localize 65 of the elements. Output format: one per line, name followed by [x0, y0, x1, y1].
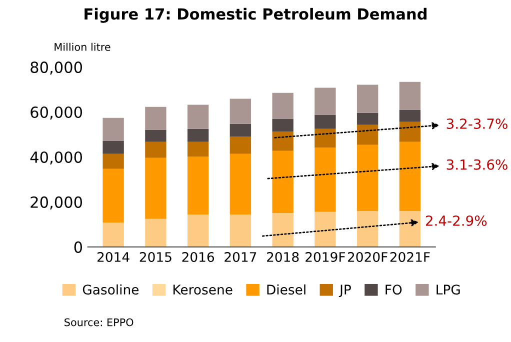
bar [102, 154, 124, 169]
bar [399, 82, 421, 110]
bar [356, 124, 378, 145]
bar [187, 104, 209, 129]
bar [230, 98, 252, 124]
bar [102, 118, 124, 141]
x-tick-label: 2015 [140, 252, 172, 262]
bar [356, 112, 378, 125]
bar [145, 142, 166, 158]
text: 3.2-3.7% [446, 118, 508, 129]
bar [314, 148, 336, 212]
bar [272, 92, 294, 119]
x-tick-label: 2017 [224, 252, 256, 262]
bar [102, 140, 124, 154]
x-tick-label: 2020F [348, 252, 388, 262]
source-note: Source: EPPO [64, 318, 134, 326]
legend-label: Kerosene [174, 284, 232, 295]
y-tick-label: 80,000 [30, 61, 82, 75]
bar [187, 214, 209, 247]
text: 3.1-3.6% [446, 159, 508, 170]
bar [230, 136, 252, 154]
bar [356, 84, 378, 113]
bar [356, 144, 378, 211]
bar [399, 122, 421, 142]
bar [102, 222, 124, 247]
x-tick-label: 2019F [306, 252, 346, 262]
bar [272, 132, 294, 151]
bar [230, 124, 252, 137]
bar [145, 130, 166, 142]
bar [187, 156, 209, 215]
legend-label: FO [386, 284, 402, 295]
bar [272, 150, 294, 213]
bar [102, 168, 124, 223]
bar [314, 114, 336, 129]
bar [356, 210, 378, 247]
y-tick-label: 20,000 [30, 196, 82, 210]
bar [399, 110, 421, 122]
y-axis-title: Million litre [54, 42, 110, 51]
bar [145, 218, 166, 247]
bar [230, 154, 252, 215]
legend-label: LPG [436, 284, 460, 295]
bar [187, 128, 209, 142]
legend-label: Gasoline [82, 284, 139, 295]
bar [399, 210, 421, 247]
legend-label: Diesel [267, 284, 306, 295]
x-tick-label: 2016 [182, 252, 214, 262]
bar [272, 118, 294, 132]
legend-label: JP [338, 284, 351, 298]
chart-title: Figure 17: Domestic Petroleum Demand [84, 8, 426, 23]
bar [314, 212, 336, 247]
y-tick-label: 60,000 [30, 106, 82, 120]
x-tick-label: 2021F [390, 252, 430, 262]
x-tick-label: 2018 [266, 252, 299, 262]
y-tick-label: 0 [74, 241, 82, 253]
bar [314, 128, 336, 148]
bar [230, 214, 252, 247]
annotation: 2.4-2.9% [426, 215, 487, 226]
bar [145, 106, 166, 130]
bar [272, 212, 294, 247]
y-tick-label: 40,000 [30, 151, 82, 165]
x-tick-label: 2014 [97, 252, 130, 262]
bar [314, 88, 336, 115]
bar [399, 142, 421, 211]
bar [145, 158, 166, 219]
bar [187, 142, 209, 157]
